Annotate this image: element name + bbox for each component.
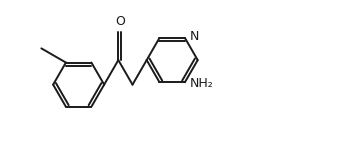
Text: N: N — [190, 30, 199, 43]
Text: O: O — [115, 15, 125, 28]
Text: NH₂: NH₂ — [190, 77, 213, 90]
